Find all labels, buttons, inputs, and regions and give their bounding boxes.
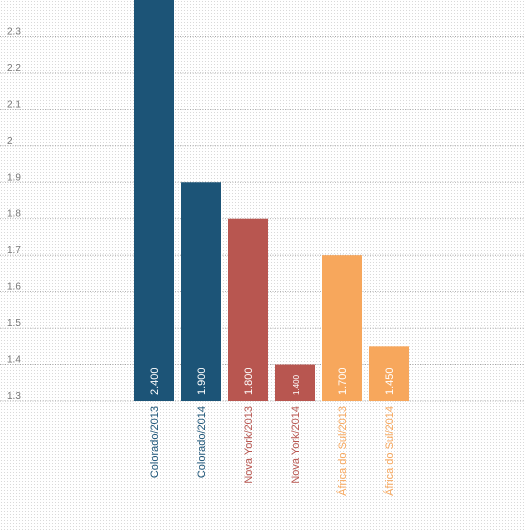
y-tick-label: 1.9 [7, 172, 21, 183]
y-tick-label: 1.3 [7, 391, 21, 402]
bar-value-label: 1.800 [243, 367, 255, 395]
bar-value-label: 1.700 [337, 367, 349, 395]
category-label: Nova York/2014 [290, 406, 302, 484]
y-tick-label: 1.5 [7, 318, 21, 329]
category-label: Nova York/2013 [243, 406, 255, 484]
bar [134, 0, 174, 401]
y-tick-label: 1.4 [7, 355, 21, 366]
bar-value-label: 2.400 [149, 367, 161, 395]
bar [181, 182, 221, 401]
bar [228, 218, 268, 401]
category-label: África do Sul/2013 [336, 406, 349, 496]
bar-value-label: 1.900 [196, 367, 208, 395]
label-layer: 1.3 1.4 1.5 1.6 1.7 1.8 1.9 2 2.1 2.2 2.3 2.400 Colo… [7, 26, 396, 495]
category-label: Colorado/2014 [196, 406, 208, 478]
bar [369, 346, 409, 401]
y-tick-label: 2.1 [7, 99, 21, 110]
y-tick-label: 2.2 [7, 63, 21, 74]
y-tick-label: 1.8 [7, 209, 21, 220]
y-tick-label: 2 [7, 136, 13, 147]
y-tick-label: 1.6 [7, 282, 21, 293]
category-label: Colorado/2013 [149, 406, 161, 478]
bar-value-label: 1.450 [384, 367, 396, 395]
bar [322, 255, 362, 401]
y-tick-label: 2.3 [7, 26, 21, 37]
category-label: África do Sul/2014 [383, 406, 396, 496]
bar [275, 364, 315, 401]
y-tick-label: 1.7 [7, 245, 21, 256]
bar-layer [134, 0, 409, 401]
bar-value-label: 1.400 [292, 374, 301, 395]
